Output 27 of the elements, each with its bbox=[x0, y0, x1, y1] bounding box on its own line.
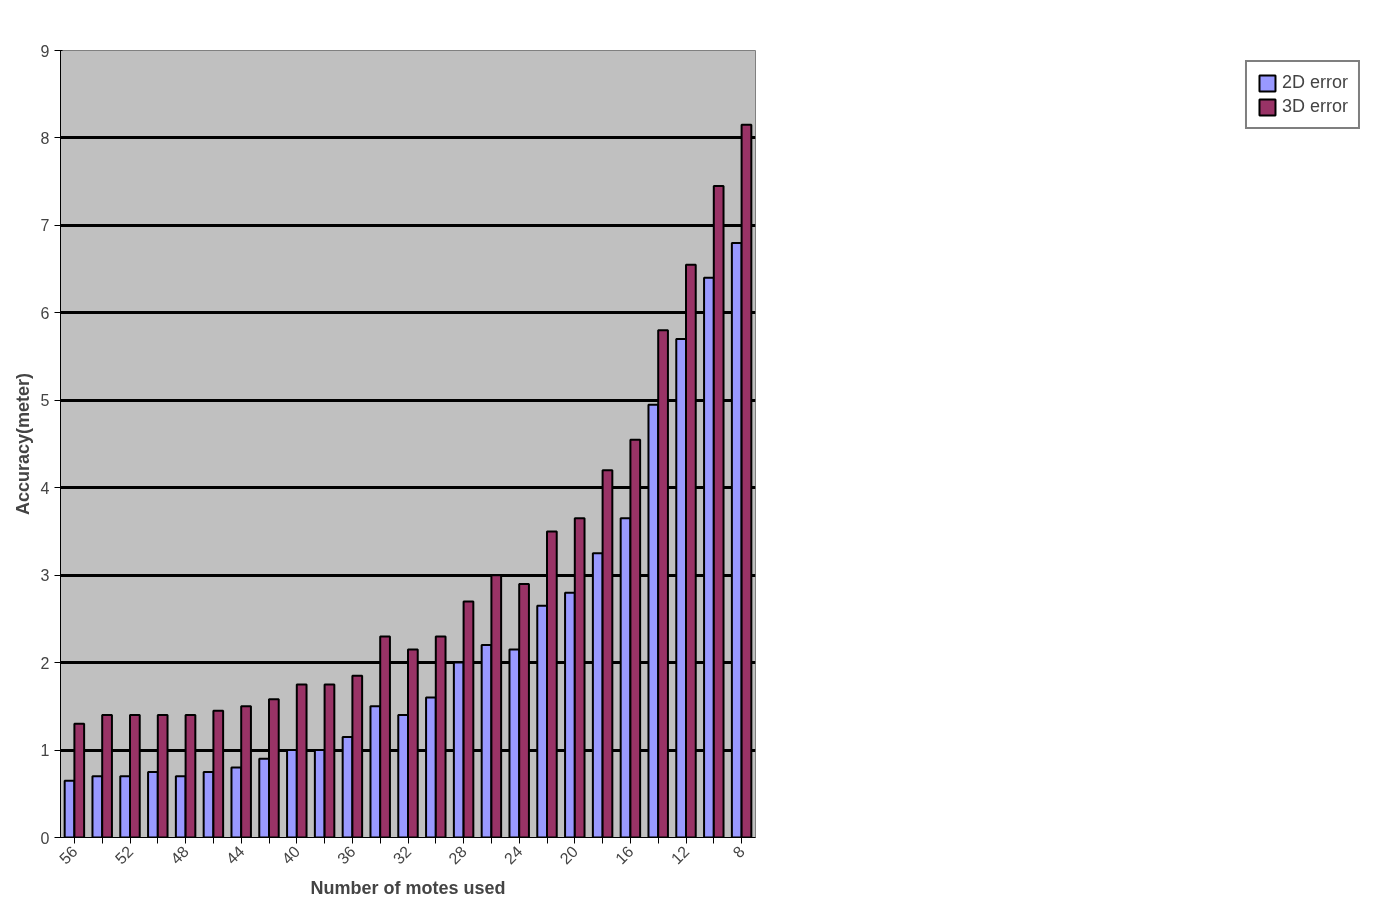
legend-label: 3D error bbox=[1281, 96, 1348, 117]
x-tick-label: 8 bbox=[729, 842, 749, 862]
y-tick-label: 5 bbox=[40, 392, 50, 410]
x-tick-label: 20 bbox=[556, 842, 582, 868]
x-axis-title: Number of motes used bbox=[310, 877, 506, 898]
x-tick-label: 28 bbox=[445, 842, 471, 868]
y-tick-label: 8 bbox=[40, 129, 50, 147]
y-tick-label: 0 bbox=[40, 829, 50, 847]
y-tick-label: 6 bbox=[40, 304, 50, 322]
x-tick-label: 32 bbox=[389, 842, 415, 868]
x-tick-label: 56 bbox=[56, 842, 81, 868]
x-tick-label: 48 bbox=[167, 842, 193, 868]
y-tick-label: 1 bbox=[40, 742, 50, 760]
y-tick-label: 7 bbox=[40, 217, 50, 235]
x-tick-label: 12 bbox=[667, 842, 693, 868]
x-tick-label: 44 bbox=[222, 842, 248, 868]
y-axis-title: Accuracy(meter) bbox=[12, 372, 33, 516]
y-tick-label: 3 bbox=[40, 567, 50, 585]
legend-label: 2D error bbox=[1281, 72, 1348, 93]
x-tick-label: 24 bbox=[500, 842, 526, 868]
y-tick-label: 4 bbox=[40, 479, 50, 497]
x-tick-label: 16 bbox=[612, 842, 637, 868]
y-tick-label: 9 bbox=[40, 42, 50, 60]
x-tick-label: 52 bbox=[111, 842, 137, 868]
y-tick-label: 2 bbox=[40, 654, 50, 672]
x-tick-label: 40 bbox=[278, 842, 304, 868]
x-tick-label: 36 bbox=[334, 842, 359, 868]
